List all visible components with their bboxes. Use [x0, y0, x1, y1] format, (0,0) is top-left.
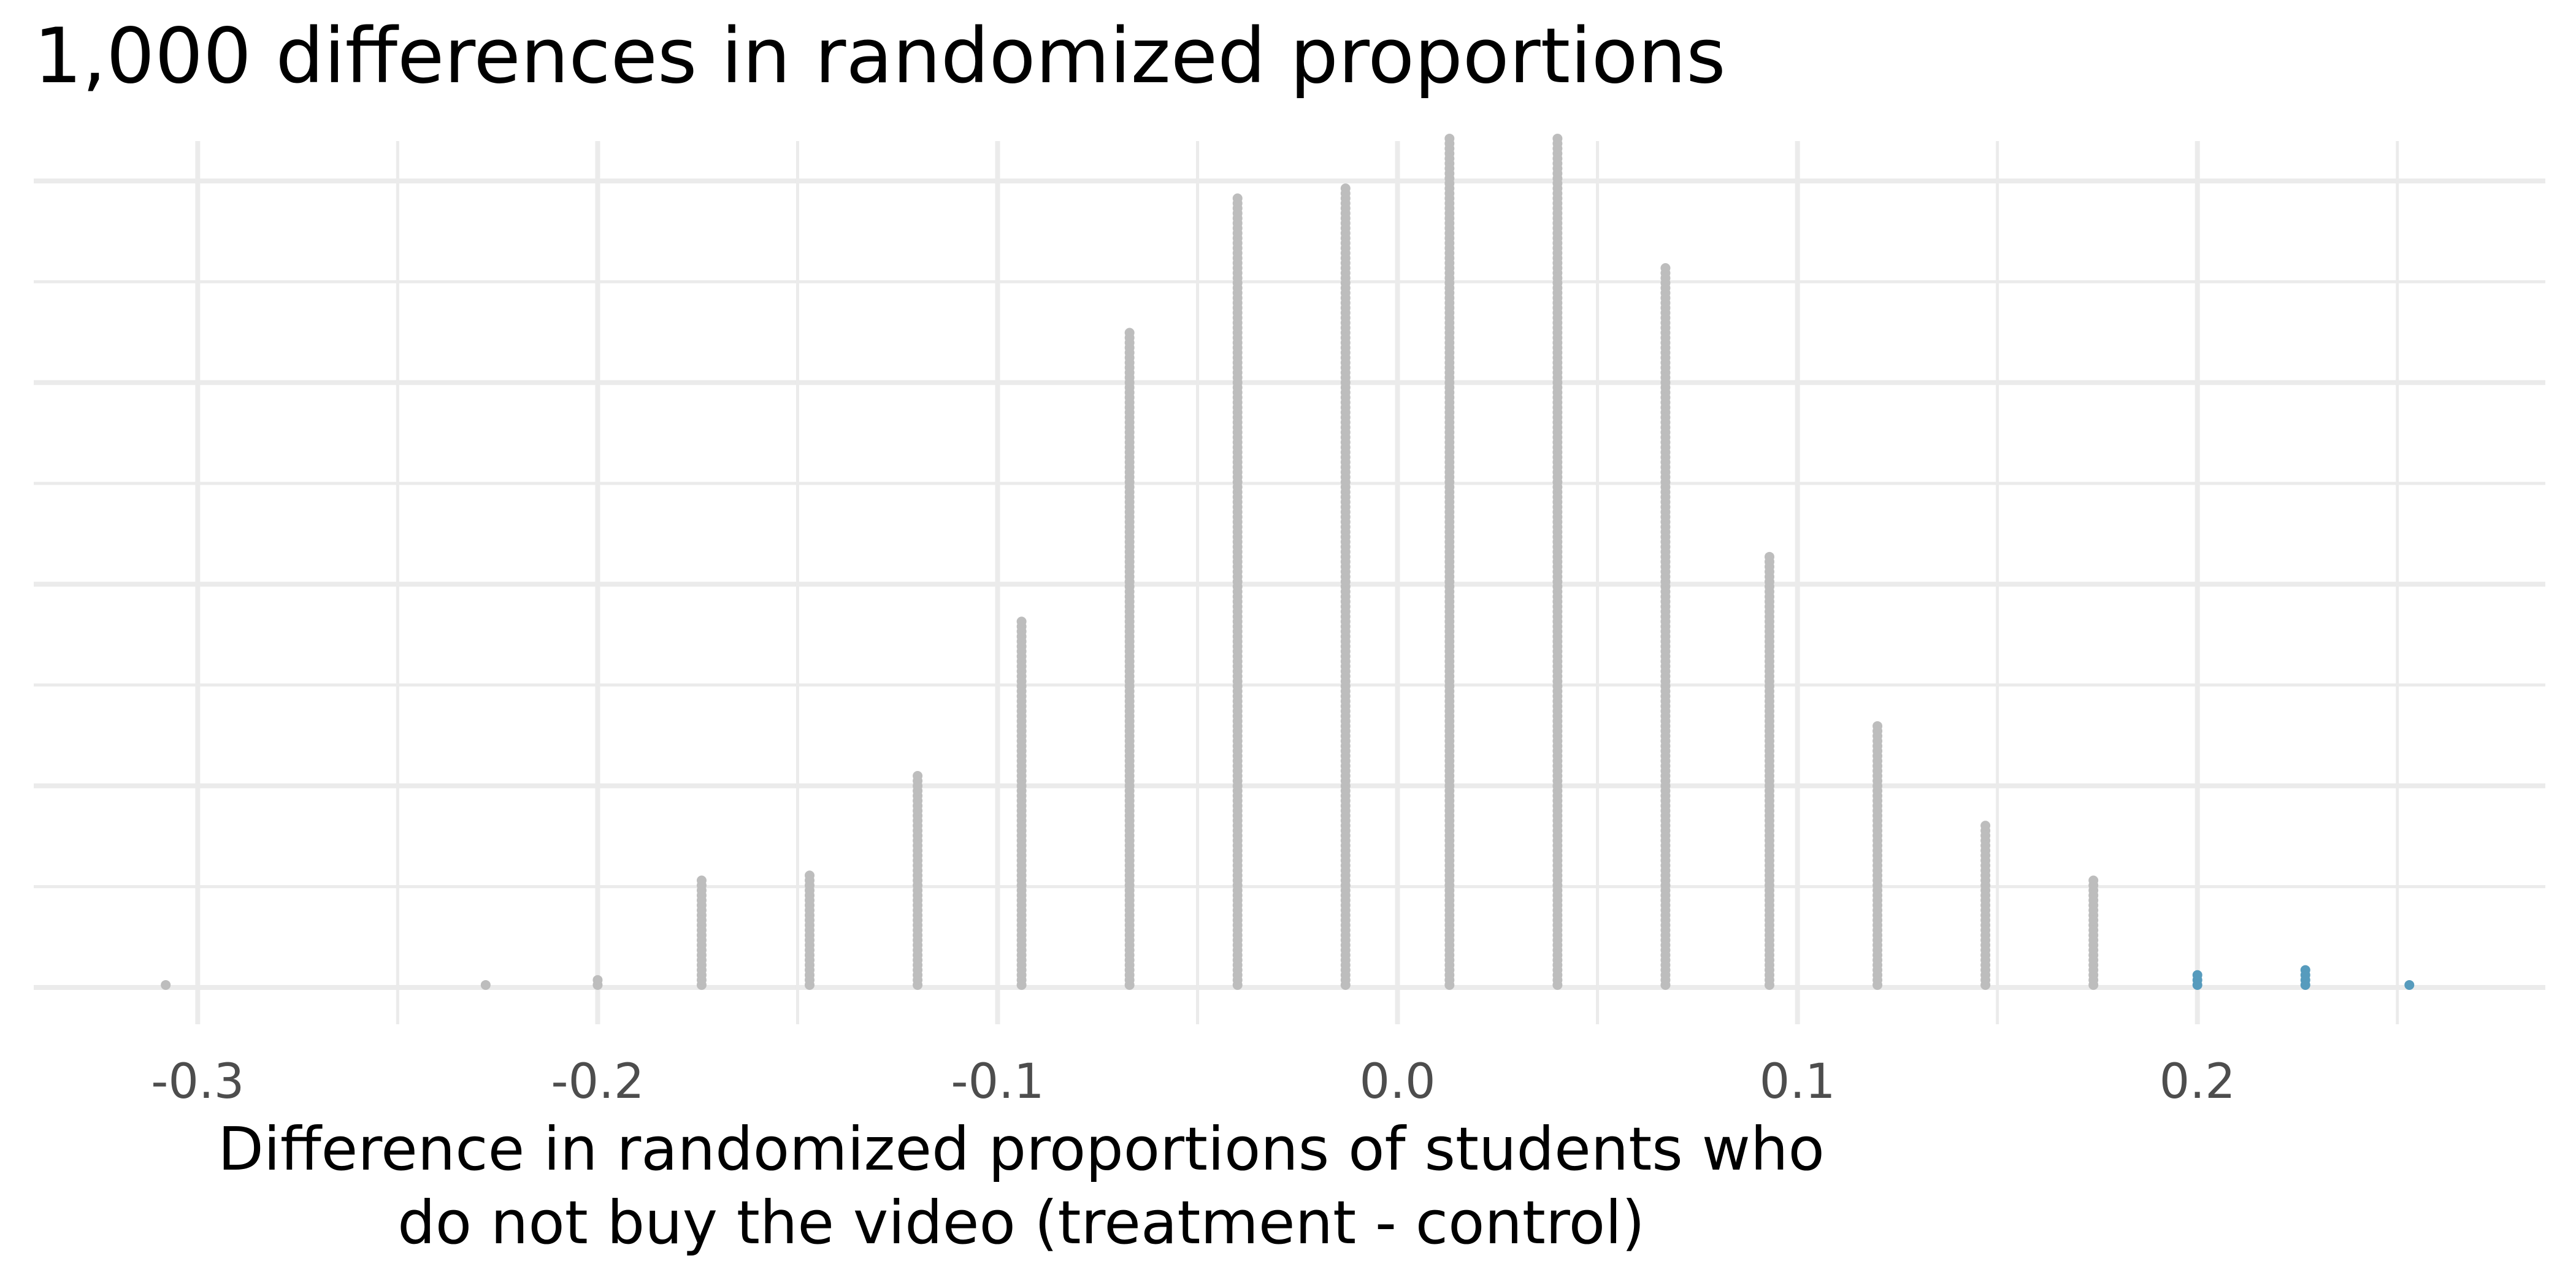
dot: [161, 979, 171, 990]
dot-stack: [1124, 328, 1135, 990]
x-tick-label: -0.3: [151, 1054, 244, 1110]
dot-stack: [161, 979, 171, 990]
dot-stack: [913, 771, 923, 990]
x-tick-label: -0.1: [951, 1054, 1044, 1110]
dot-stack: [805, 870, 815, 990]
dot-stack: [1552, 133, 1563, 990]
dot-stack: [2300, 965, 2310, 990]
x-tick-label: 0.0: [1360, 1054, 1436, 1110]
x-axis-label-line-2: do not buy the video (treatment - contro…: [397, 1188, 1645, 1257]
dot: [592, 975, 603, 985]
x-tick-label: 0.1: [1760, 1054, 1836, 1110]
highlighted-dot: [2192, 970, 2202, 980]
dot: [1124, 328, 1135, 338]
dot: [1232, 193, 1243, 204]
dot-stack: [592, 975, 603, 990]
dot-stack: [1232, 193, 1243, 990]
dot-stack: [1873, 721, 1883, 990]
dot: [2088, 875, 2099, 886]
dot: [696, 875, 707, 886]
dot: [1552, 133, 1563, 144]
dot-stack: [1444, 133, 1455, 990]
dot-stack: [696, 875, 707, 990]
dot: [1444, 133, 1455, 144]
dot: [1340, 183, 1351, 194]
x-axis-ticks: -0.3 -0.2 -0.1 0.0 0.1 0.2: [151, 1054, 2235, 1110]
dot-stack: [2088, 875, 2099, 990]
dot: [1873, 721, 1883, 731]
dot: [1764, 551, 1774, 562]
grid-lines: [34, 141, 2545, 1024]
dot-stack: [1660, 263, 1671, 990]
dot: [1016, 616, 1027, 627]
dot-stack: [1764, 551, 1774, 990]
dot-stack: [1340, 183, 1351, 990]
highlighted-dot: [2300, 965, 2310, 975]
dot: [805, 870, 815, 881]
x-tick-label: 0.2: [2160, 1054, 2236, 1110]
dot-stack: [1980, 821, 1991, 990]
dot: [1980, 821, 1991, 831]
dot-stacks: [161, 133, 2415, 990]
dot: [913, 771, 923, 781]
dot-stack: [2192, 970, 2202, 990]
dot-stack: [480, 979, 491, 990]
x-tick-label: -0.2: [551, 1054, 644, 1110]
dot: [1660, 263, 1671, 273]
dot: [480, 979, 491, 990]
dot-stack: [2404, 979, 2415, 990]
dot-stack: [1016, 616, 1027, 990]
highlighted-dot: [2404, 979, 2415, 990]
chart-title: 1,000 differences in randomized proporti…: [34, 12, 1726, 101]
x-axis-label-line-1: Difference in randomized proportions of …: [218, 1114, 1825, 1184]
